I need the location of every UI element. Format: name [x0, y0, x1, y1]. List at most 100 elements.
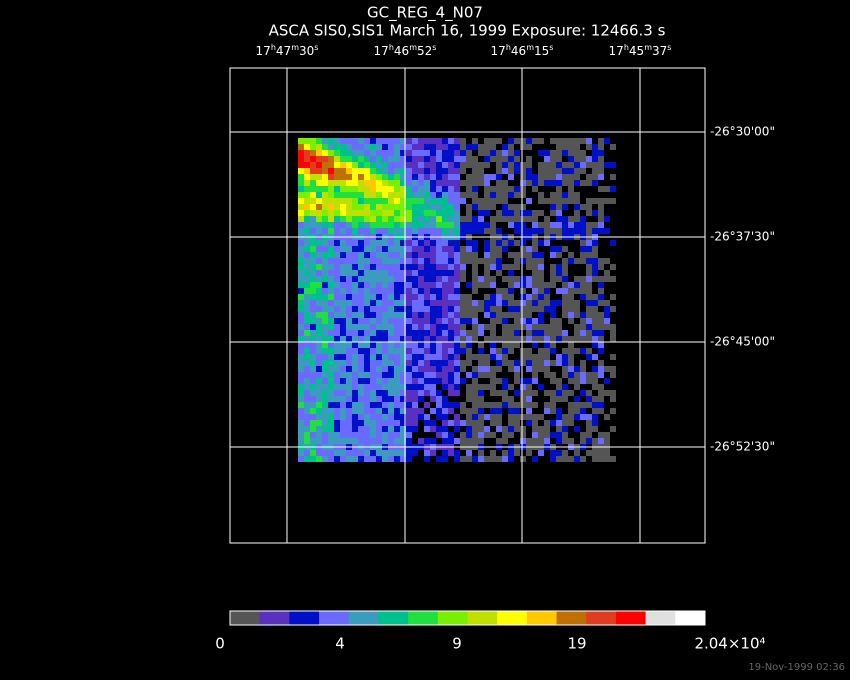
- dec-tick-label: -26°45'00": [710, 335, 775, 349]
- image-cell: [598, 228, 604, 234]
- image-cell: [508, 456, 514, 462]
- image-cell: [574, 138, 580, 144]
- image-cell: [472, 162, 478, 168]
- image-cell: [610, 354, 616, 360]
- image-cell: [370, 294, 376, 300]
- image-cell: [442, 192, 448, 198]
- image-cell: [454, 210, 460, 216]
- image-cell: [316, 438, 322, 444]
- image-cell: [538, 222, 544, 228]
- image-cell: [532, 240, 538, 246]
- image-cell: [544, 342, 550, 348]
- image-cell: [466, 180, 472, 186]
- image-cell: [334, 240, 340, 246]
- image-cell: [442, 450, 448, 456]
- image-cell: [334, 180, 340, 186]
- image-cell: [430, 138, 436, 144]
- image-cell: [574, 336, 580, 342]
- image-cell: [448, 198, 454, 204]
- image-cell: [478, 180, 484, 186]
- image-cell: [526, 384, 532, 390]
- image-cell: [370, 414, 376, 420]
- image-cell: [304, 396, 310, 402]
- image-cell: [394, 192, 400, 198]
- image-cell: [388, 270, 394, 276]
- image-cell: [412, 270, 418, 276]
- image-cell: [310, 252, 316, 258]
- image-cell: [370, 438, 376, 444]
- image-cell: [508, 294, 514, 300]
- image-cell: [340, 390, 346, 396]
- image-cell: [484, 432, 490, 438]
- image-cell: [394, 222, 400, 228]
- image-cell: [424, 198, 430, 204]
- image-cell: [532, 252, 538, 258]
- image-cell: [490, 306, 496, 312]
- image-cell: [364, 258, 370, 264]
- image-cell: [574, 348, 580, 354]
- image-cell: [562, 396, 568, 402]
- image-cell: [352, 414, 358, 420]
- image-cell: [604, 450, 610, 456]
- image-cell: [382, 318, 388, 324]
- image-cell: [484, 312, 490, 318]
- image-cell: [388, 240, 394, 246]
- image-cell: [424, 240, 430, 246]
- image-cell: [472, 306, 478, 312]
- image-cell: [376, 390, 382, 396]
- image-cell: [472, 216, 478, 222]
- image-cell: [376, 324, 382, 330]
- image-cell: [304, 402, 310, 408]
- image-cell: [328, 426, 334, 432]
- image-cell: [550, 396, 556, 402]
- image-cell: [538, 180, 544, 186]
- image-cell: [526, 162, 532, 168]
- image-cell: [328, 252, 334, 258]
- image-cell: [430, 288, 436, 294]
- image-cell: [592, 402, 598, 408]
- image-cell: [340, 180, 346, 186]
- image-cell: [388, 366, 394, 372]
- image-cell: [364, 252, 370, 258]
- image-cell: [418, 312, 424, 318]
- image-cell: [388, 408, 394, 414]
- image-cell: [370, 228, 376, 234]
- image-cell: [412, 240, 418, 246]
- image-cell: [592, 276, 598, 282]
- image-cell: [394, 354, 400, 360]
- image-cell: [538, 252, 544, 258]
- image-cell: [358, 420, 364, 426]
- image-cell: [334, 150, 340, 156]
- image-cell: [496, 408, 502, 414]
- image-cell: [466, 426, 472, 432]
- image-cell: [388, 282, 394, 288]
- image-cell: [454, 378, 460, 384]
- image-cell: [556, 420, 562, 426]
- image-cell: [358, 270, 364, 276]
- image-cell: [310, 162, 316, 168]
- image-cell: [532, 360, 538, 366]
- image-cell: [430, 396, 436, 402]
- image-cell: [580, 294, 586, 300]
- image-cell: [586, 288, 592, 294]
- image-cell: [400, 198, 406, 204]
- image-cell: [298, 144, 304, 150]
- image-cell: [466, 342, 472, 348]
- image-cell: [328, 318, 334, 324]
- image-cell: [352, 198, 358, 204]
- image-cell: [310, 402, 316, 408]
- image-cell: [466, 240, 472, 246]
- image-cell: [304, 252, 310, 258]
- image-cell: [412, 246, 418, 252]
- image-cell: [490, 312, 496, 318]
- image-cell: [340, 186, 346, 192]
- image-cell: [298, 282, 304, 288]
- image-cell: [604, 456, 610, 462]
- image-cell: [562, 144, 568, 150]
- image-cell: [550, 402, 556, 408]
- image-cell: [400, 366, 406, 372]
- image-cell: [568, 300, 574, 306]
- image-cell: [448, 216, 454, 222]
- image-cell: [508, 414, 514, 420]
- image-cell: [508, 252, 514, 258]
